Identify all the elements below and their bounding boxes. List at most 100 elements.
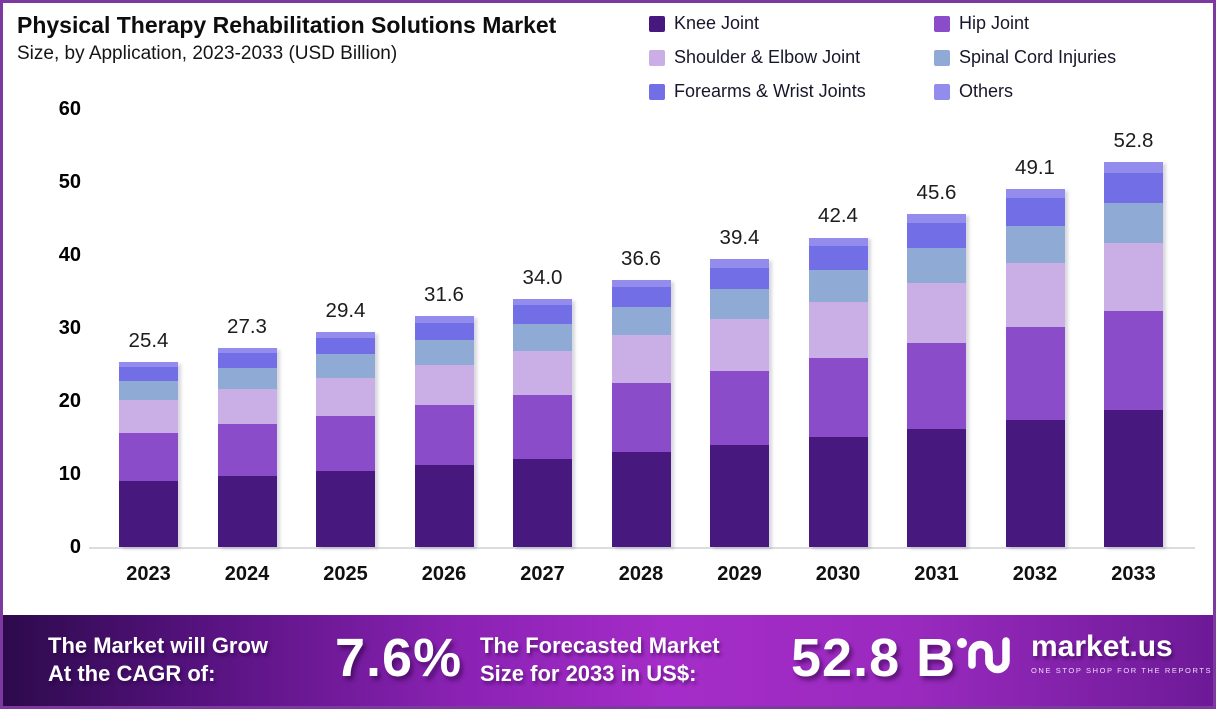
bar-2033 <box>1104 161 1163 547</box>
bar-total-label-2028: 36.6 <box>621 246 661 270</box>
bar-segment-2025-knee-joint <box>316 471 375 547</box>
bar-segment-2033-knee-joint <box>1104 410 1163 547</box>
x-axis-tick-2030: 2030 <box>815 563 861 585</box>
bar-segment-2027-shoulder-elbow-joint <box>513 350 572 396</box>
bar-segment-2026-others <box>414 316 474 323</box>
bar-segment-2028-forearms-wrist-joints <box>611 287 671 307</box>
bar-segment-2025-others <box>316 332 375 339</box>
x-axis-tick-2026: 2026 <box>421 563 467 585</box>
bar-segment-2027-knee-joint <box>513 459 572 547</box>
bar-segment-2028-shoulder-elbow-joint <box>611 335 671 383</box>
forecast-label-line2: Size for 2033 in US$: <box>480 661 697 686</box>
legend-label: Knee Joint <box>674 13 760 33</box>
bottom-banner: The Market will Grow At the CAGR of: 7.6… <box>3 615 1213 706</box>
bar-segment-2026-spinal-cord-injuries <box>414 339 474 365</box>
bar-segment-2023-forearms-wrist-joints <box>119 366 178 381</box>
bar-segment-2027-hip-joint <box>513 395 572 460</box>
bar-2026 <box>414 316 474 547</box>
bar-2027 <box>513 298 572 547</box>
chart-subtitle: Size, by Application, 2023-2033 (USD Bil… <box>17 43 398 64</box>
bar-segment-2023-others <box>119 361 178 367</box>
bar-segment-2031-knee-joint <box>907 428 966 547</box>
bar-2030 <box>808 237 868 547</box>
forecast-label: The Forecasted Market Size for 2033 in U… <box>480 632 720 688</box>
bar-2029 <box>710 259 769 547</box>
legend-swatch-icon <box>934 15 950 32</box>
chart-legend: Knee Joint Hip Joint Shoulder & Elbow Join… <box>649 13 1205 102</box>
bar-segment-2025-shoulder-elbow-joint <box>316 377 375 416</box>
bar-segment-2029-spinal-cord-injuries <box>710 289 769 319</box>
y-axis-tick-0: 0 <box>69 536 81 558</box>
bar-segment-2032-hip-joint <box>1005 327 1065 420</box>
bar-segment-2027-spinal-cord-injuries <box>513 323 572 351</box>
bar-segment-2029-others <box>710 259 769 269</box>
legend-swatch-icon <box>934 49 950 66</box>
cagr-value: 7.6% <box>335 628 463 688</box>
legend-label: Others <box>959 81 1014 101</box>
marketus-logo-icon <box>957 637 1010 674</box>
x-axis-tick-2024: 2024 <box>224 563 270 585</box>
bar-segment-2029-shoulder-elbow-joint <box>710 318 769 372</box>
legend-label: Shoulder & Elbow Joint <box>674 47 861 67</box>
bar-total-label-2023: 25.4 <box>128 328 169 352</box>
legend-label: Forearms & Wrist Joints <box>674 81 866 101</box>
bar-segment-2030-others <box>808 237 868 247</box>
bar-segment-2032-others <box>1005 188 1065 199</box>
bar-segment-2032-spinal-cord-injuries <box>1005 225 1065 264</box>
bar-segment-2029-hip-joint <box>710 371 769 445</box>
legend-item-spinal-cord-injuries: Spinal Cord Injuries <box>934 47 1205 68</box>
bar-segment-2024-spinal-cord-injuries <box>217 368 277 390</box>
y-axis-tick-20: 20 <box>58 390 81 412</box>
cagr-label-line1: The Market will Grow <box>48 633 269 658</box>
bar-segment-2026-hip-joint <box>414 405 474 466</box>
bar-segment-2029-knee-joint <box>710 444 769 547</box>
bar-segment-2030-hip-joint <box>808 357 868 437</box>
bar-2031 <box>907 214 966 547</box>
legend-swatch-icon <box>649 15 665 32</box>
bar-2025 <box>316 332 375 547</box>
brand-name: market.us <box>1031 629 1173 663</box>
bar-segment-2025-spinal-cord-injuries <box>316 354 375 378</box>
bar-total-label-2032: 49.1 <box>1015 155 1055 179</box>
bar-total-label-2030: 42.4 <box>818 204 858 228</box>
x-axis-tick-2032: 2032 <box>1012 563 1058 585</box>
bar-total-label-2031: 45.6 <box>916 181 957 205</box>
bar-segment-2029-forearms-wrist-joints <box>710 268 769 290</box>
bar-segment-2026-forearms-wrist-joints <box>414 322 474 340</box>
legend-item-others: Others <box>934 81 1205 102</box>
cagr-label-line2: At the CAGR of: <box>48 661 216 686</box>
bar-segment-2027-others <box>513 298 572 306</box>
y-axis-tick-10: 10 <box>58 463 81 485</box>
y-axis-tick-40: 40 <box>58 244 81 266</box>
bar-segment-2030-spinal-cord-injuries <box>808 270 868 302</box>
legend-item-forearms-wrist-joints: Forearms & Wrist Joints <box>649 81 934 102</box>
y-axis-tick-60: 60 <box>58 98 81 120</box>
bar-segment-2023-knee-joint <box>119 481 178 547</box>
bar-segment-2024-knee-joint <box>217 476 277 547</box>
bar-segment-2031-forearms-wrist-joints <box>907 222 966 249</box>
bar-segment-2028-spinal-cord-injuries <box>611 306 671 336</box>
chart-title: Physical Therapy Rehabilitation Solution… <box>17 12 557 38</box>
brand-tagline: ONE STOP SHOP FOR THE REPORTS <box>1031 665 1213 675</box>
bar-segment-2025-forearms-wrist-joints <box>316 338 375 355</box>
x-axis-tick-2029: 2029 <box>717 563 762 585</box>
y-axis-tick-30: 30 <box>58 317 81 339</box>
bar-2032 <box>1005 188 1065 547</box>
legend-swatch-icon <box>649 49 665 66</box>
legend-item-shoulder-elbow-joint: Shoulder & Elbow Joint <box>649 47 934 68</box>
bar-segment-2028-knee-joint <box>611 452 671 547</box>
y-axis-tick-50: 50 <box>58 171 81 193</box>
bar-segment-2033-spinal-cord-injuries <box>1104 203 1163 243</box>
cagr-label: The Market will Grow At the CAGR of: <box>48 632 268 688</box>
bar-segment-2030-knee-joint <box>808 436 868 547</box>
bar-2023 <box>119 361 178 547</box>
bar-segment-2033-shoulder-elbow-joint <box>1104 242 1163 312</box>
bar-segment-2024-shoulder-elbow-joint <box>217 389 277 425</box>
bar-segment-2028-others <box>611 279 671 288</box>
bar-segment-2031-others <box>907 214 966 223</box>
legend-label: Hip Joint <box>959 13 1030 33</box>
x-axis-tick-2025: 2025 <box>323 563 368 585</box>
marketus-brand: market.us ONE STOP SHOP FOR THE REPORTS <box>955 629 1212 677</box>
bar-segment-2030-shoulder-elbow-joint <box>808 301 868 358</box>
bar-segment-2026-shoulder-elbow-joint <box>414 364 474 406</box>
